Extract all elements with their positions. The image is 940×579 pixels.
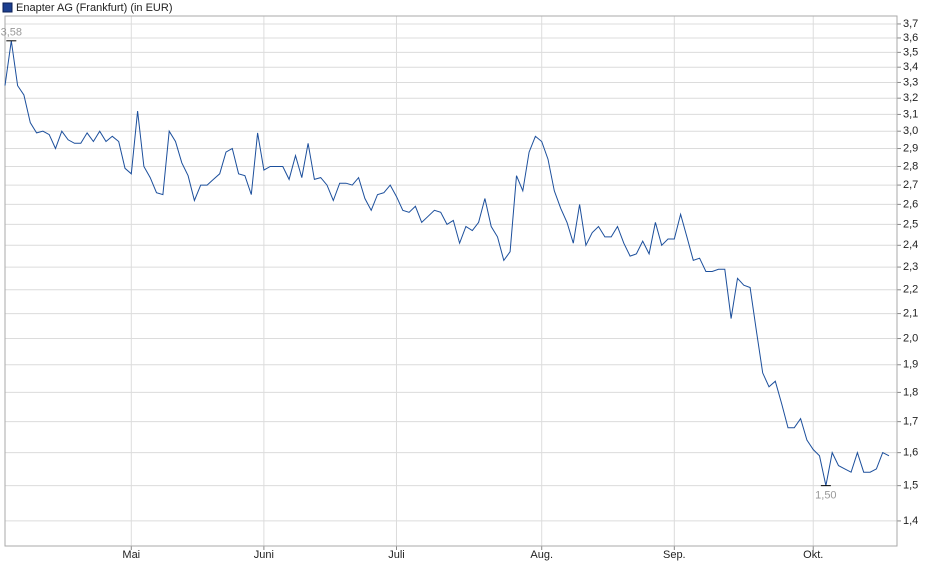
- y-tick-label: 2,9: [903, 142, 918, 154]
- y-tick-label: 3,0: [903, 125, 918, 137]
- x-tick-label: Aug.: [530, 549, 553, 561]
- y-tick-label: 3,2: [903, 92, 918, 104]
- y-tick-label: 3,1: [903, 108, 918, 120]
- y-tick-label: 3,5: [903, 46, 918, 58]
- y-tick-label: 1,9: [903, 359, 918, 371]
- y-tick-label: 1,6: [903, 447, 918, 459]
- price-line: [4, 40, 890, 486]
- annotation-label: 3,58: [1, 27, 22, 39]
- x-tick-label: Sep.: [663, 549, 686, 561]
- x-tick-label: Okt.: [803, 549, 823, 561]
- y-tick-label: 2,3: [903, 261, 918, 273]
- y-tick-label: 1,8: [903, 386, 918, 398]
- y-tick-label: 1,4: [903, 515, 918, 527]
- y-tick-label: 3,7: [903, 18, 918, 30]
- x-tick-label: Juni: [254, 549, 274, 561]
- annotation-label: 1,50: [815, 490, 836, 502]
- y-tick-label: 2,2: [903, 284, 918, 296]
- plot-frame: [4, 15, 898, 547]
- legend-label: Enapter AG (Frankfurt) (in EUR): [16, 2, 173, 14]
- y-tick-label: 3,4: [903, 61, 918, 73]
- y-tick-label: 2,0: [903, 332, 918, 344]
- y-tick-label: 1,7: [903, 416, 918, 428]
- x-tick-label: Mai: [122, 549, 140, 561]
- y-tick-label: 3,3: [903, 76, 918, 88]
- y-tick-label: 3,6: [903, 32, 918, 44]
- y-tick-label: 2,7: [903, 179, 918, 191]
- y-tick-label: 2,6: [903, 198, 918, 210]
- y-tick-label: 2,8: [903, 160, 918, 172]
- y-tick-label: 2,5: [903, 218, 918, 230]
- x-tick-label: Juli: [388, 549, 405, 561]
- y-tick-label: 2,1: [903, 307, 918, 319]
- y-tick-label: 2,4: [903, 239, 918, 251]
- legend-swatch: [2, 2, 13, 13]
- y-tick-label: 1,5: [903, 480, 918, 492]
